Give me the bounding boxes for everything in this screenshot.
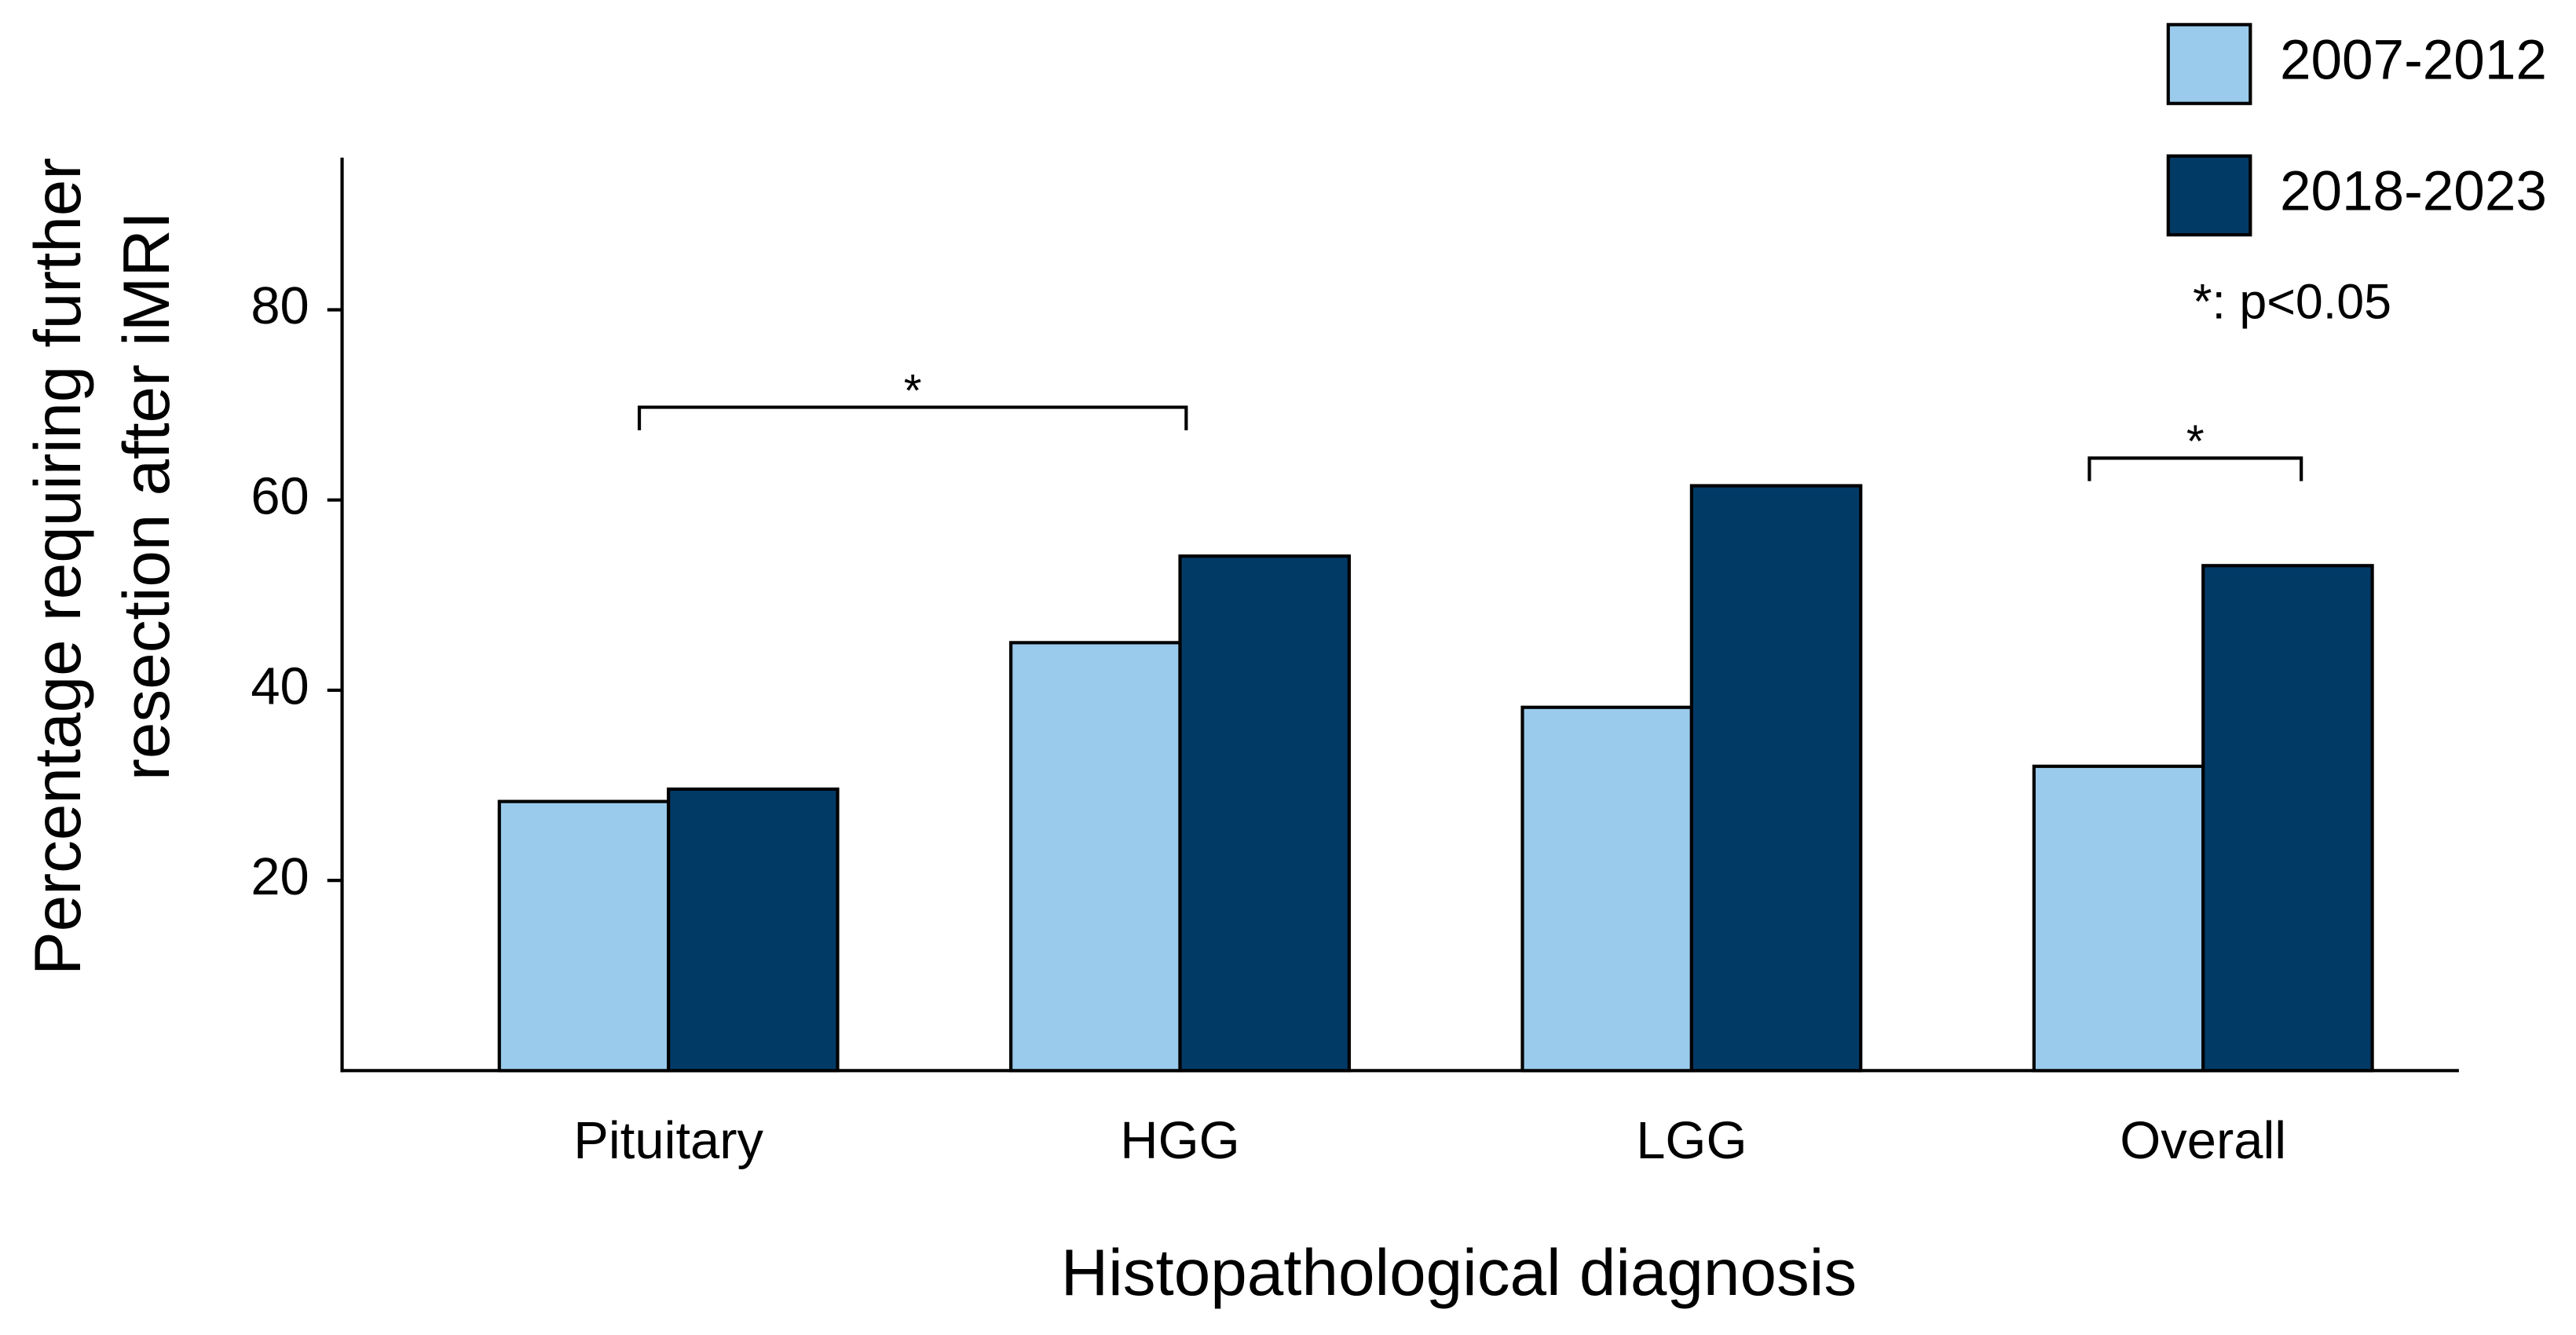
significance-bracket — [2088, 456, 2303, 481]
legend-label: 2018-2023 — [2280, 161, 2547, 223]
legend-label: 2007-2012 — [2280, 29, 2547, 91]
annotation-note: *: p<0.05 — [2193, 275, 2391, 330]
bar — [667, 787, 840, 1073]
x-tick-label: Overall — [2120, 1111, 2286, 1170]
significance-label: * — [2186, 416, 2205, 467]
bar — [2032, 764, 2205, 1073]
legend-swatch — [2166, 23, 2252, 105]
bar — [2201, 564, 2374, 1073]
bar — [497, 799, 671, 1073]
bar — [1689, 484, 1863, 1073]
y-tick-label: 60 — [251, 466, 309, 525]
bar — [1009, 641, 1182, 1073]
x-tick-label: HGG — [1120, 1111, 1239, 1170]
x-tick-label: LGG — [1636, 1111, 1747, 1170]
y-tick-label: 20 — [251, 847, 309, 906]
y-tick-label: 80 — [251, 276, 309, 335]
y-axis-title: Percentage requiring further — [20, 158, 94, 975]
y-tick-label: 40 — [251, 657, 309, 716]
significance-label: * — [904, 365, 922, 416]
x-tick-label: Pituitary — [573, 1111, 763, 1170]
bar — [1178, 554, 1351, 1073]
y-axis-title: resection after iMRI — [109, 211, 183, 781]
significance-bracket — [637, 405, 1188, 430]
bar — [1520, 705, 1693, 1073]
legend-swatch — [2166, 154, 2252, 237]
x-axis-title: Histopathological diagnosis — [1061, 1235, 1857, 1309]
